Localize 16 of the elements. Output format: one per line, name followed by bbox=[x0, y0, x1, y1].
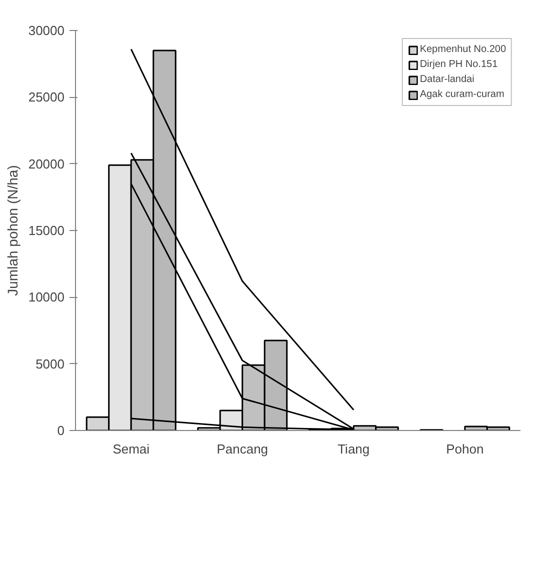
legend-label: Datar-landai bbox=[420, 74, 474, 85]
y-tick-label: 10000 bbox=[28, 290, 65, 305]
x-tick-label: Pohon bbox=[446, 442, 484, 456]
y-tick-label: 25000 bbox=[28, 90, 65, 105]
y-tick-label: 5000 bbox=[36, 356, 64, 372]
x-tick-label: Pancang bbox=[216, 442, 268, 456]
legend-label: Dirjen PH No.151 bbox=[420, 59, 498, 70]
y-tick-label: 30000 bbox=[28, 23, 65, 38]
legend-label: Agak curam-curam bbox=[420, 89, 504, 100]
x-tick-label: Tiang bbox=[338, 442, 370, 456]
y-tick-label: 0 bbox=[57, 423, 65, 438]
y-tick-label: 15000 bbox=[28, 223, 65, 238]
legend-label: Kepmenhut No.200 bbox=[420, 44, 506, 55]
y-tick-label: 20000 bbox=[28, 156, 65, 172]
x-tick-label: Semai bbox=[112, 442, 150, 456]
y-axis-title: Jumlah pohon (N/ha) bbox=[4, 165, 20, 296]
